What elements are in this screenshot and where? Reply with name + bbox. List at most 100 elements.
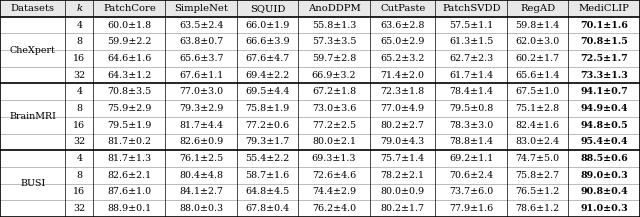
Text: MediCLIP: MediCLIP — [579, 4, 630, 13]
Text: 74.7±5.0: 74.7±5.0 — [516, 154, 560, 163]
Text: 79.0±4.3: 79.0±4.3 — [381, 137, 425, 146]
Text: 77.9±1.6: 77.9±1.6 — [449, 204, 493, 213]
Text: 88.0±0.3: 88.0±0.3 — [179, 204, 223, 213]
Text: 79.5±1.9: 79.5±1.9 — [108, 121, 152, 130]
Text: 72.5±1.7: 72.5±1.7 — [580, 54, 628, 63]
Text: 62.0±3.0: 62.0±3.0 — [516, 37, 560, 46]
Text: 70.6±2.4: 70.6±2.4 — [449, 171, 493, 180]
Text: 69.3±1.3: 69.3±1.3 — [312, 154, 356, 163]
Text: 91.0±0.3: 91.0±0.3 — [580, 204, 628, 213]
Bar — [0, 0, 640, 17]
Text: 61.3±1.5: 61.3±1.5 — [449, 37, 493, 46]
Text: 95.4±0.4: 95.4±0.4 — [580, 137, 628, 146]
Text: AnoDDPM: AnoDDPM — [308, 4, 360, 13]
Text: 94.1±0.7: 94.1±0.7 — [580, 87, 628, 96]
Text: 66.9±3.2: 66.9±3.2 — [312, 71, 356, 80]
Text: 74.4±2.9: 74.4±2.9 — [312, 187, 356, 196]
Text: 81.7±1.3: 81.7±1.3 — [108, 154, 152, 163]
Text: 72.3±1.8: 72.3±1.8 — [381, 87, 425, 96]
Text: 75.9±2.9: 75.9±2.9 — [108, 104, 152, 113]
Text: 67.5±1.0: 67.5±1.0 — [516, 87, 560, 96]
Text: 32: 32 — [74, 137, 85, 146]
Text: SQUID: SQUID — [250, 4, 285, 13]
Text: 81.7±0.2: 81.7±0.2 — [108, 137, 152, 146]
Text: 88.9±0.1: 88.9±0.1 — [108, 204, 152, 213]
Text: 78.2±2.1: 78.2±2.1 — [381, 171, 425, 180]
Text: 89.0±0.3: 89.0±0.3 — [580, 171, 628, 180]
Text: 78.8±1.4: 78.8±1.4 — [449, 137, 493, 146]
Text: 79.3±1.7: 79.3±1.7 — [246, 137, 290, 146]
Text: 59.9±2.2: 59.9±2.2 — [108, 37, 152, 46]
Text: 64.6±1.6: 64.6±1.6 — [108, 54, 152, 63]
Text: 57.5±1.1: 57.5±1.1 — [449, 21, 493, 30]
Text: 76.1±2.5: 76.1±2.5 — [179, 154, 223, 163]
Text: SimpleNet: SimpleNet — [175, 4, 228, 13]
Text: 82.6±0.9: 82.6±0.9 — [179, 137, 223, 146]
Text: 8: 8 — [76, 171, 83, 180]
Text: 67.6±4.7: 67.6±4.7 — [246, 54, 290, 63]
Text: 78.4±1.4: 78.4±1.4 — [449, 87, 493, 96]
Text: 79.5±0.8: 79.5±0.8 — [449, 104, 493, 113]
Text: 8: 8 — [76, 104, 83, 113]
Text: 63.5±2.4: 63.5±2.4 — [179, 21, 223, 30]
Text: 16: 16 — [74, 187, 85, 196]
Text: 80.4±4.8: 80.4±4.8 — [179, 171, 223, 180]
Text: 70.1±1.6: 70.1±1.6 — [580, 21, 628, 30]
Text: 81.7±4.4: 81.7±4.4 — [179, 121, 223, 130]
Text: 70.8±1.5: 70.8±1.5 — [580, 37, 628, 46]
Text: 60.0±1.8: 60.0±1.8 — [108, 21, 152, 30]
Text: 71.4±2.0: 71.4±2.0 — [381, 71, 425, 80]
Text: 73.0±3.6: 73.0±3.6 — [312, 104, 356, 113]
Text: 80.0±2.1: 80.0±2.1 — [312, 137, 356, 146]
Text: 32: 32 — [74, 71, 85, 80]
Text: 84.1±2.7: 84.1±2.7 — [179, 187, 223, 196]
Text: 94.8±0.5: 94.8±0.5 — [580, 121, 628, 130]
Text: 75.8±1.9: 75.8±1.9 — [246, 104, 290, 113]
Text: 55.8±1.3: 55.8±1.3 — [312, 21, 356, 30]
Text: 63.8±0.7: 63.8±0.7 — [179, 37, 223, 46]
Text: 69.4±2.2: 69.4±2.2 — [246, 71, 290, 80]
Text: 77.0±4.9: 77.0±4.9 — [381, 104, 425, 113]
Text: 59.7±2.8: 59.7±2.8 — [312, 54, 356, 63]
Text: 82.6±2.1: 82.6±2.1 — [108, 171, 152, 180]
Text: 80.2±2.7: 80.2±2.7 — [381, 121, 425, 130]
Text: 77.2±0.6: 77.2±0.6 — [246, 121, 290, 130]
Text: BrainMRI: BrainMRI — [9, 112, 56, 121]
Text: 70.8±3.5: 70.8±3.5 — [108, 87, 152, 96]
Text: 67.8±0.4: 67.8±0.4 — [246, 204, 290, 213]
Text: 4: 4 — [76, 21, 83, 30]
Text: 61.7±1.4: 61.7±1.4 — [449, 71, 493, 80]
Text: 16: 16 — [74, 54, 85, 63]
Text: 77.0±3.0: 77.0±3.0 — [179, 87, 223, 96]
Text: 76.2±4.0: 76.2±4.0 — [312, 204, 356, 213]
Text: 58.7±1.6: 58.7±1.6 — [246, 171, 290, 180]
Text: 76.5±1.2: 76.5±1.2 — [516, 187, 560, 196]
Text: 73.7±6.0: 73.7±6.0 — [449, 187, 493, 196]
Text: 75.1±2.8: 75.1±2.8 — [516, 104, 560, 113]
Text: 69.5±4.4: 69.5±4.4 — [246, 87, 290, 96]
Text: 16: 16 — [74, 121, 85, 130]
Text: 88.5±0.6: 88.5±0.6 — [580, 154, 628, 163]
Text: 78.6±1.2: 78.6±1.2 — [516, 204, 560, 213]
Text: 4: 4 — [76, 154, 83, 163]
Text: 72.6±4.6: 72.6±4.6 — [312, 171, 356, 180]
Text: 80.2±1.7: 80.2±1.7 — [381, 204, 425, 213]
Text: BUSI: BUSI — [20, 179, 45, 188]
Text: 78.3±3.0: 78.3±3.0 — [449, 121, 493, 130]
Text: 94.9±0.4: 94.9±0.4 — [580, 104, 628, 113]
Text: 75.7±1.4: 75.7±1.4 — [381, 154, 425, 163]
Text: 32: 32 — [74, 204, 85, 213]
Text: k: k — [76, 4, 83, 13]
Text: 55.4±2.2: 55.4±2.2 — [246, 154, 290, 163]
Text: PatchSVDD: PatchSVDD — [442, 4, 500, 13]
Text: 4: 4 — [76, 87, 83, 96]
Text: 60.2±1.7: 60.2±1.7 — [516, 54, 560, 63]
Text: 65.6±1.4: 65.6±1.4 — [515, 71, 560, 80]
Text: 63.6±2.8: 63.6±2.8 — [381, 21, 425, 30]
Text: 65.0±2.9: 65.0±2.9 — [381, 37, 425, 46]
Text: 82.4±1.6: 82.4±1.6 — [516, 121, 560, 130]
Text: 65.2±3.2: 65.2±3.2 — [381, 54, 425, 63]
Text: 73.3±1.3: 73.3±1.3 — [580, 71, 628, 80]
Text: CheXpert: CheXpert — [10, 46, 56, 55]
Text: 8: 8 — [76, 37, 83, 46]
